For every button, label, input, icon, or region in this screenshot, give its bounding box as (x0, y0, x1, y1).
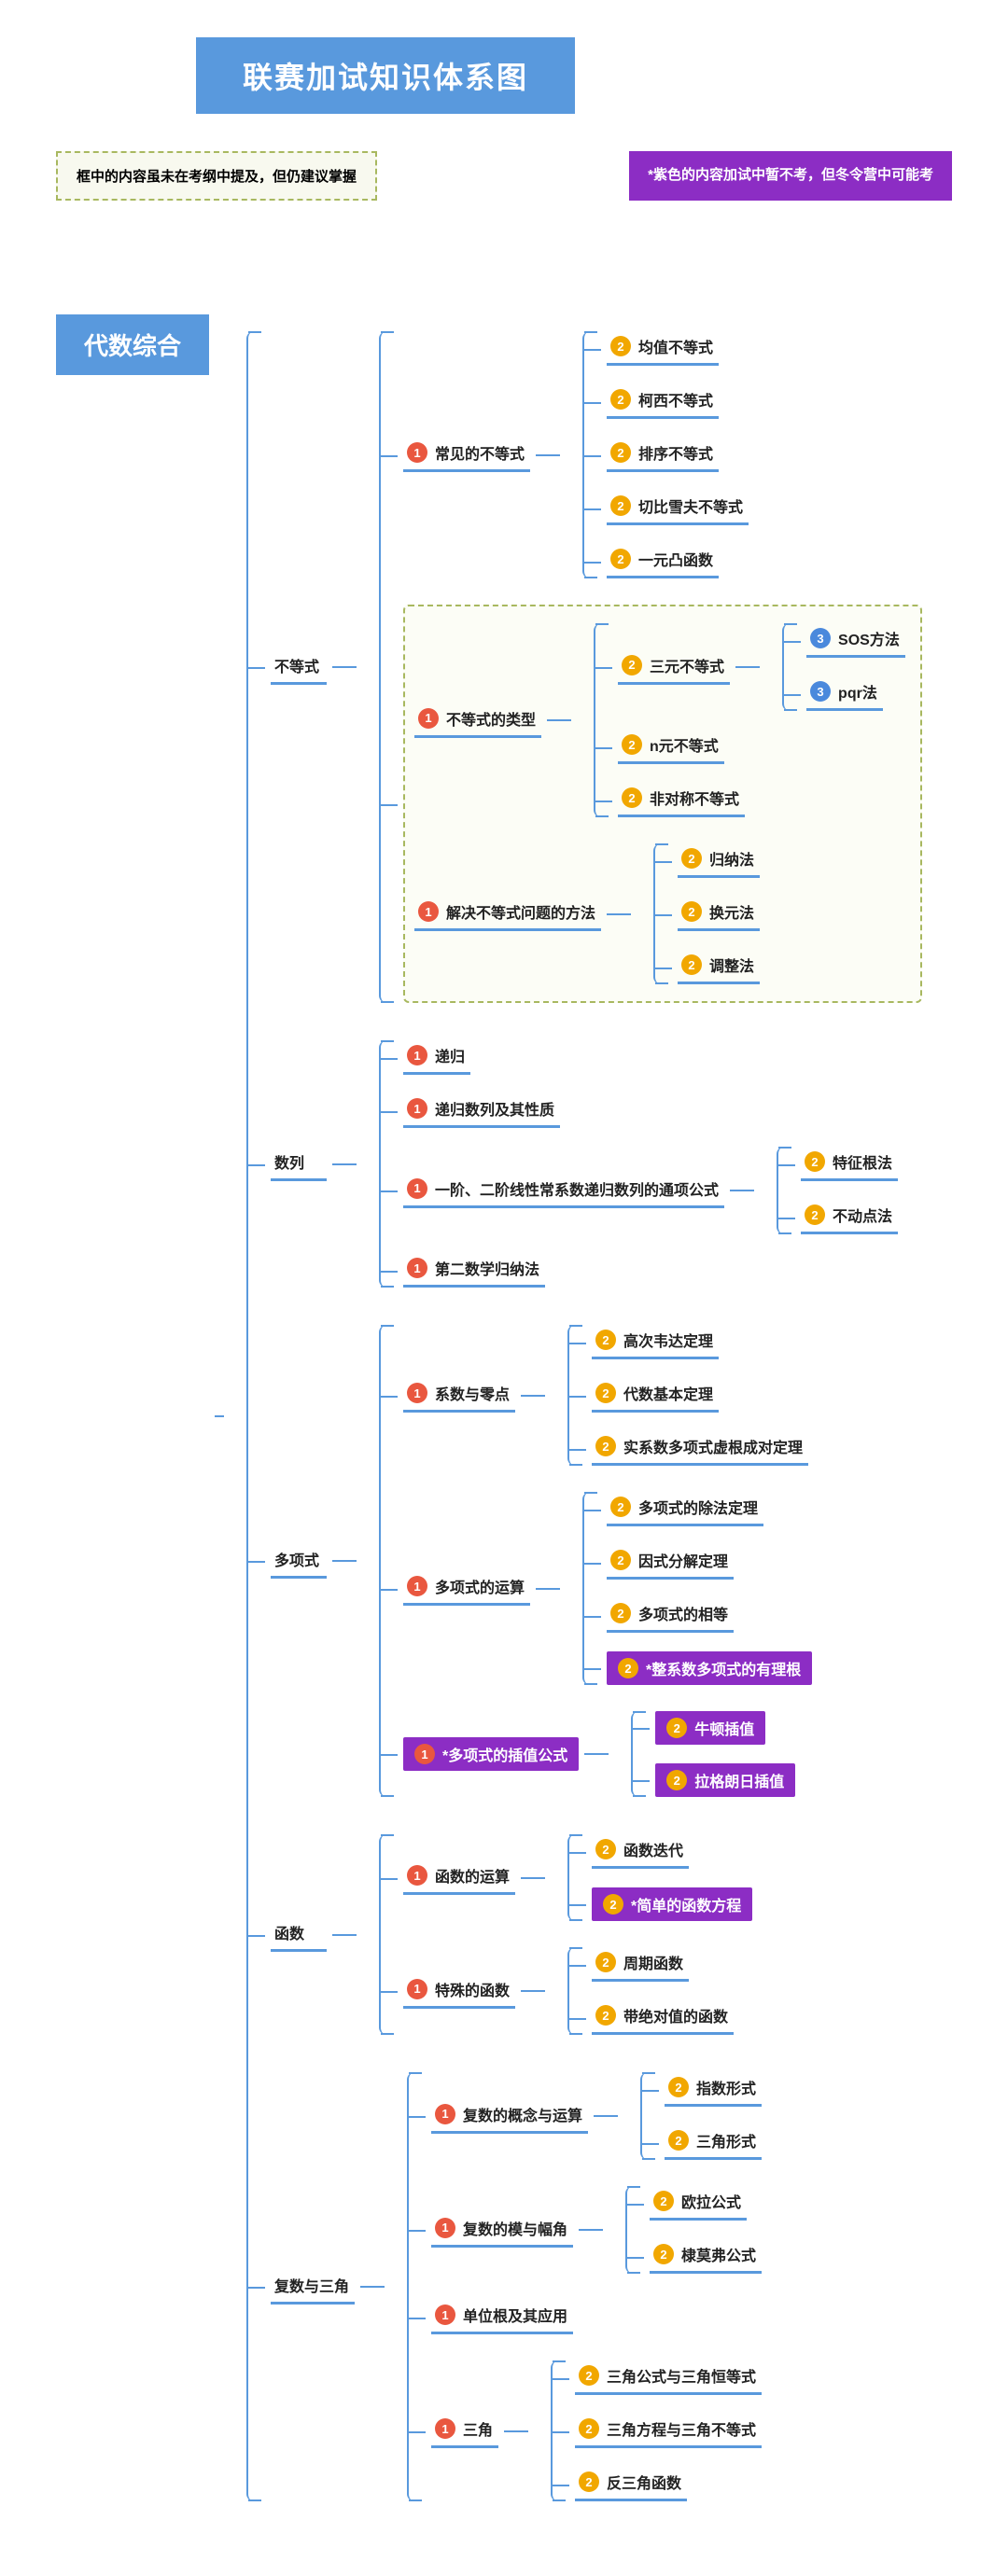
branch-func: 函数 1函数的运算 2函数迭代 2*简单的函数方程 1特殊的函数 (267, 1834, 922, 2035)
leaf: 2特征根法 (801, 1147, 898, 1181)
node-func: 函数 (271, 1917, 327, 1952)
branch-sequence: 数列 1递归 1递归数列及其性质 1一阶、二阶线性常系数递归数列的通项公式 2特… (267, 1040, 922, 1288)
node-ineq-methods: 1解决不等式问题的方法 (414, 897, 601, 931)
leaf: 1函数的运算 (403, 1860, 515, 1895)
leaf: 3pqr法 (806, 676, 883, 711)
leaf: 2非对称不等式 (618, 783, 745, 817)
leaf: 2柯西不等式 (607, 384, 719, 419)
leaf: 1第二数学归纳法 (403, 1253, 545, 1288)
legend-row: 框中的内容虽未在考纲中提及，但仍建议掌握 *紫色的内容加试中暂不考，但冬令营中可… (56, 151, 952, 201)
leaf: 2三角公式与三角恒等式 (575, 2360, 762, 2395)
leaf: 2调整法 (678, 950, 760, 984)
leaf: 2因式分解定理 (607, 1545, 734, 1580)
branch-inequality: 不等式 1常见的不等式 2均值不等式 2柯西不等式 2排序不等式 2切比雪夫不等… (267, 331, 922, 1003)
node-poly: 多项式 (271, 1544, 327, 1579)
leaf: 2指数形式 (665, 2072, 762, 2107)
leaf: 2切比雪夫不等式 (607, 491, 749, 525)
leaf: 2带绝对值的函数 (592, 2000, 734, 2035)
leaf: 2周期函数 (592, 1947, 689, 1982)
leaf: 2排序不等式 (607, 438, 719, 472)
leaf: 1复数的模与幅角 (431, 2213, 573, 2248)
node-common-ineq: 1常见的不等式 (403, 438, 530, 472)
purple-leaf: 2*简单的函数方程 (592, 1887, 752, 1921)
leaf: 2一元凸函数 (607, 544, 719, 578)
section-root-badge: 代数综合 (56, 314, 209, 375)
legend-purple: *紫色的内容加试中暂不考，但冬令营中可能考 (629, 151, 952, 201)
leaf: 2代数基本定理 (592, 1378, 719, 1413)
leaf: 2反三角函数 (575, 2467, 687, 2501)
leaf: 2不动点法 (801, 1200, 898, 1234)
leaf: 1递归数列及其性质 (403, 1093, 560, 1128)
leaf: 1复数的概念与运算 (431, 2099, 588, 2134)
leaf: 2多项式的除法定理 (607, 1492, 763, 1526)
leaf: 3SOS方法 (806, 623, 905, 658)
purple-leaf: 2牛顿插值 (655, 1711, 765, 1745)
legend-dashed: 框中的内容虽未在考纲中提及，但仍建议掌握 (56, 151, 377, 201)
branch-complex: 复数与三角 1复数的概念与运算 2指数形式 2三角形式 1复数的模与幅角 (267, 2072, 922, 2501)
branch-poly: 多项式 1系数与零点 2高次韦达定理 2代数基本定理 2实系数多项式虚根成对定理… (267, 1325, 922, 1797)
leaf: 2n元不等式 (618, 730, 724, 764)
purple-leaf: 2*整系数多项式的有理根 (607, 1651, 812, 1685)
node-complex: 复数与三角 (271, 2270, 355, 2304)
leaf: 1三角 (431, 2414, 498, 2448)
leaf: 1递归 (403, 1040, 470, 1075)
leaf: 1特殊的函数 (403, 1974, 515, 2009)
diagram-root: 代数综合 不等式 1常见的不等式 2均值不等式 2柯西不等式 2排序不等 (56, 331, 952, 2501)
leaf: 2归纳法 (678, 843, 760, 878)
node-ineq-types: 1不等式的类型 (414, 703, 541, 738)
node-sequence: 数列 (271, 1147, 327, 1181)
leaf: 2棣莫弗公式 (650, 2239, 762, 2274)
leaf: 1单位根及其应用 (431, 2300, 573, 2334)
leaf: 2三角方程与三角不等式 (575, 2414, 762, 2448)
root-bracket: 不等式 1常见的不等式 2均值不等式 2柯西不等式 2排序不等式 2切比雪夫不等… (246, 331, 922, 2501)
leaf: 2换元法 (678, 897, 760, 931)
leaf: 1一阶、二阶线性常系数递归数列的通项公式 (403, 1174, 724, 1208)
leaf: 2高次韦达定理 (592, 1325, 719, 1359)
leaf: 2多项式的相等 (607, 1598, 734, 1633)
leaf: 2欧拉公式 (650, 2186, 747, 2221)
purple-leaf: 2拉格朗日插值 (655, 1763, 795, 1797)
leaf: 2函数迭代 (592, 1834, 689, 1869)
purple-node: 1*多项式的插值公式 (403, 1737, 579, 1771)
node-inequality: 不等式 (271, 650, 327, 685)
leaf: 2三角形式 (665, 2125, 762, 2160)
leaf: 2三元不等式 (618, 650, 730, 685)
leaf: 1系数与零点 (403, 1378, 515, 1413)
leaf: 1多项式的运算 (403, 1571, 530, 1606)
leaf: 2实系数多项式虚根成对定理 (592, 1431, 808, 1466)
leaf: 2均值不等式 (607, 331, 719, 366)
dashed-extra-ineq: 1不等式的类型 2三元不等式 3SOS方法 3pqr法 (403, 605, 922, 1003)
page-title: 联赛加试知识体系图 (196, 37, 575, 114)
